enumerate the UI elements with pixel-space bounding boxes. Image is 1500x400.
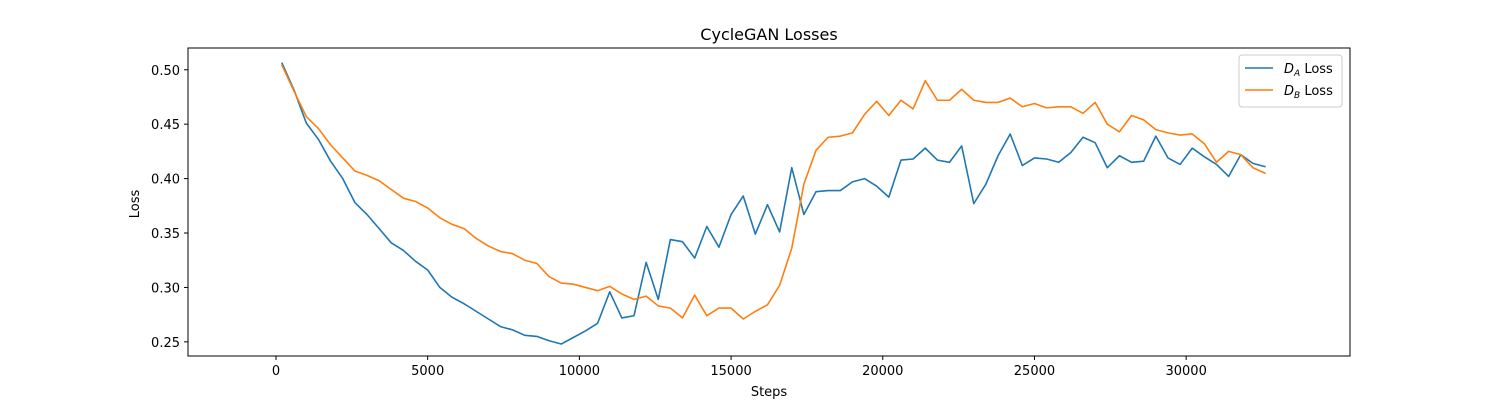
- x-tick-label: 20000: [862, 364, 903, 379]
- x-tick-label: 25000: [1014, 364, 1055, 379]
- x-tick-label: 15000: [710, 364, 751, 379]
- y-tick-label: 0.45: [151, 118, 180, 133]
- legend: DA Loss DB Loss: [1238, 54, 1343, 108]
- y-tick-label: 0.30: [151, 281, 180, 296]
- chart-title: CycleGAN Losses: [700, 25, 837, 44]
- x-tick-label: 10000: [559, 364, 600, 379]
- y-axis-label: Loss: [128, 190, 143, 219]
- series-line-a: [281, 62, 1266, 345]
- x-tick-label: 30000: [1165, 364, 1206, 379]
- series-line-b: [281, 64, 1266, 320]
- plot-area: [281, 62, 1266, 345]
- x-axis-label: Steps: [751, 385, 788, 400]
- y-tick-label: 0.25: [151, 336, 180, 351]
- plot-frame: [187, 47, 1351, 357]
- x-axis: 0 5000 10000 15000 20000 25000 30000: [272, 356, 1207, 379]
- y-tick-label: 0.40: [151, 173, 180, 188]
- y-axis: 0.25 0.30 0.35 0.40 0.45 0.50: [151, 64, 188, 351]
- x-tick-label: 0: [272, 364, 280, 379]
- y-tick-label: 0.50: [151, 64, 180, 79]
- legend-label-b: DB Loss: [1284, 84, 1333, 101]
- x-tick-label: 5000: [411, 364, 444, 379]
- legend-label-a: DA Loss: [1284, 62, 1333, 79]
- y-tick-label: 0.35: [151, 227, 180, 242]
